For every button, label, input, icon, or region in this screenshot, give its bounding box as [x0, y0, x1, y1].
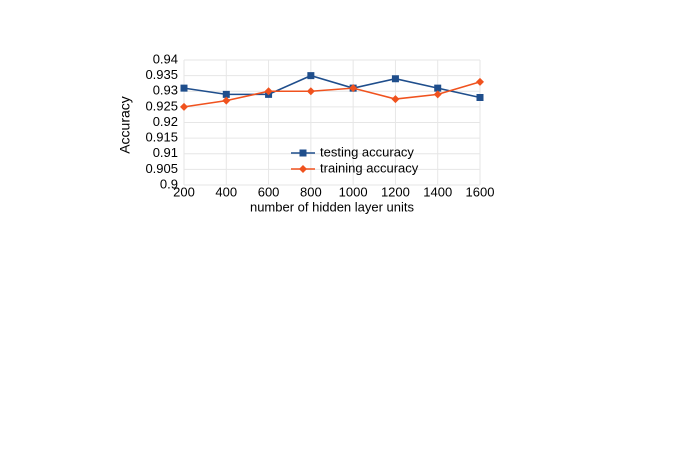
y-tick-label: 0.92 [153, 114, 178, 129]
legend-marker [299, 165, 307, 173]
marker [433, 90, 442, 99]
x-axis-label: number of hidden layer units [250, 199, 415, 214]
y-tick-label: 0.93 [153, 83, 178, 98]
marker [222, 96, 231, 105]
y-tick-label: 0.9 [160, 176, 178, 191]
x-tick-label: 200 [173, 184, 195, 199]
x-tick-label: 1600 [466, 184, 495, 199]
y-tick-label: 0.925 [145, 98, 178, 113]
marker [476, 94, 484, 101]
x-tick-label: 1000 [339, 184, 368, 199]
marker [306, 87, 315, 96]
y-tick-label: 0.915 [145, 130, 178, 145]
x-tick-label: 1200 [381, 184, 410, 199]
legend-marker [299, 149, 307, 157]
legend-label: training accuracy [320, 160, 419, 175]
marker [476, 77, 484, 86]
y-tick-label: 0.935 [145, 67, 178, 82]
x-tick-label: 400 [215, 184, 237, 199]
y-tick-label: 0.91 [153, 145, 178, 160]
y-tick-label: 0.905 [145, 161, 178, 176]
marker [307, 72, 315, 80]
y-axis-label: Accuracy [117, 96, 133, 154]
marker [180, 102, 188, 111]
legend-label: testing accuracy [320, 144, 414, 159]
y-tick-label: 0.94 [153, 51, 178, 66]
series-line [183, 81, 481, 108]
marker [434, 84, 442, 92]
marker [222, 90, 230, 98]
marker [180, 84, 188, 92]
x-tick-label: 1400 [423, 184, 452, 199]
marker [349, 84, 358, 93]
marker [391, 95, 400, 104]
marker [264, 87, 273, 96]
x-tick-label: 600 [258, 184, 280, 199]
series-line [183, 74, 481, 99]
x-tick-label: 800 [300, 184, 322, 199]
marker [391, 75, 399, 83]
